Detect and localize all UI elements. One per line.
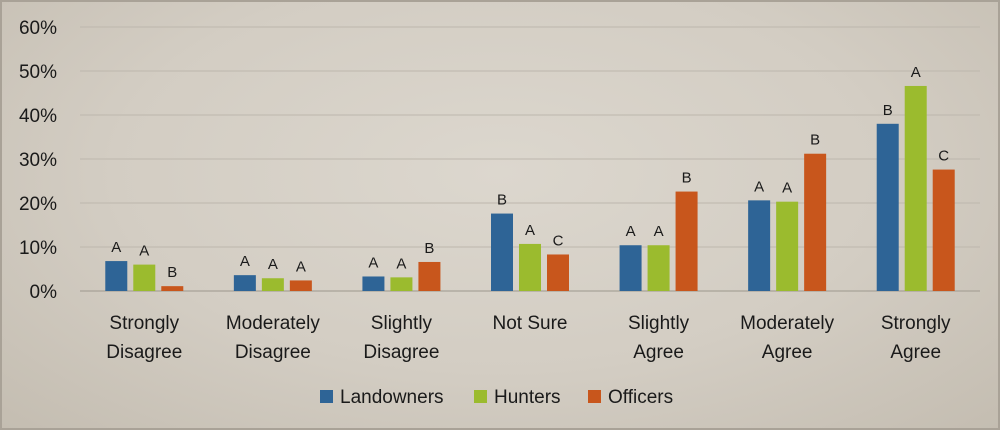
data-label: A: [626, 223, 636, 240]
data-label: A: [754, 178, 764, 195]
bar-landowners-0: [105, 261, 128, 291]
category-label: Strongly: [109, 313, 179, 334]
bar-officers-3: [547, 254, 569, 291]
bar-landowners-2: [362, 276, 385, 291]
y-tick-label: 0%: [30, 282, 58, 303]
bar-hunters-2: [390, 277, 413, 291]
bar-officers-1: [289, 280, 312, 291]
y-tick-label: 40%: [19, 106, 57, 127]
data-label: A: [368, 254, 378, 271]
bar-hunters-1: [261, 278, 284, 291]
legend-swatch-landowners: [320, 390, 333, 403]
category-label: Moderately: [740, 313, 834, 334]
data-label: B: [883, 102, 893, 119]
bar-officers-4: [675, 191, 698, 291]
category-label: Slightly: [371, 313, 433, 334]
data-label: C: [553, 232, 564, 249]
legend-swatch-hunters: [474, 390, 487, 403]
category-label: Moderately: [226, 313, 320, 334]
bar-landowners-4: [619, 245, 642, 291]
y-tick-label: 10%: [19, 238, 57, 259]
category-label: Agree: [633, 342, 684, 363]
bar-hunters-6: [904, 85, 927, 292]
data-label: B: [682, 170, 692, 187]
data-label: A: [139, 243, 149, 260]
legend-label: Officers: [608, 387, 673, 408]
category-label: Strongly: [881, 313, 951, 334]
bar-hunters-5: [776, 201, 799, 291]
data-label: A: [296, 258, 306, 275]
y-tick-label: 20%: [19, 194, 57, 215]
data-label: A: [782, 180, 792, 197]
bar-officers-6: [932, 169, 955, 291]
data-label: A: [911, 64, 921, 81]
bar-landowners-3: [491, 213, 513, 291]
bar-hunters-3: [519, 243, 541, 291]
data-label: B: [424, 240, 434, 257]
bar-officers-2: [418, 261, 441, 291]
legend-label: Hunters: [494, 387, 561, 408]
data-label: A: [268, 256, 278, 273]
data-label: A: [525, 222, 535, 239]
bar-landowners-5: [748, 200, 771, 291]
y-tick-label: 60%: [19, 18, 57, 39]
bar-hunters-4: [647, 245, 670, 291]
bar-hunters-0: [133, 264, 156, 291]
category-label: Slightly: [628, 313, 690, 334]
category-label: Disagree: [235, 342, 311, 363]
data-label: A: [111, 239, 121, 256]
category-label: Disagree: [106, 342, 182, 363]
category-label: Agree: [762, 342, 813, 363]
data-label: B: [167, 264, 177, 281]
data-label: A: [240, 253, 250, 270]
data-label: B: [810, 132, 820, 149]
bar-officers-0: [161, 286, 184, 291]
y-tick-label: 30%: [19, 150, 57, 171]
legend-swatch-officers: [588, 390, 601, 403]
data-label: A: [654, 223, 664, 240]
data-label: C: [938, 148, 949, 165]
bar-landowners-1: [233, 275, 256, 291]
bar-landowners-6: [876, 123, 899, 291]
category-label: Not Sure: [493, 313, 568, 334]
category-label: Disagree: [363, 342, 439, 363]
category-label: Agree: [890, 342, 941, 363]
y-tick-label: 50%: [19, 62, 57, 83]
legend-label: Landowners: [340, 387, 444, 408]
data-label: A: [396, 255, 406, 272]
data-label: B: [497, 192, 507, 209]
bar-officers-5: [804, 153, 827, 291]
